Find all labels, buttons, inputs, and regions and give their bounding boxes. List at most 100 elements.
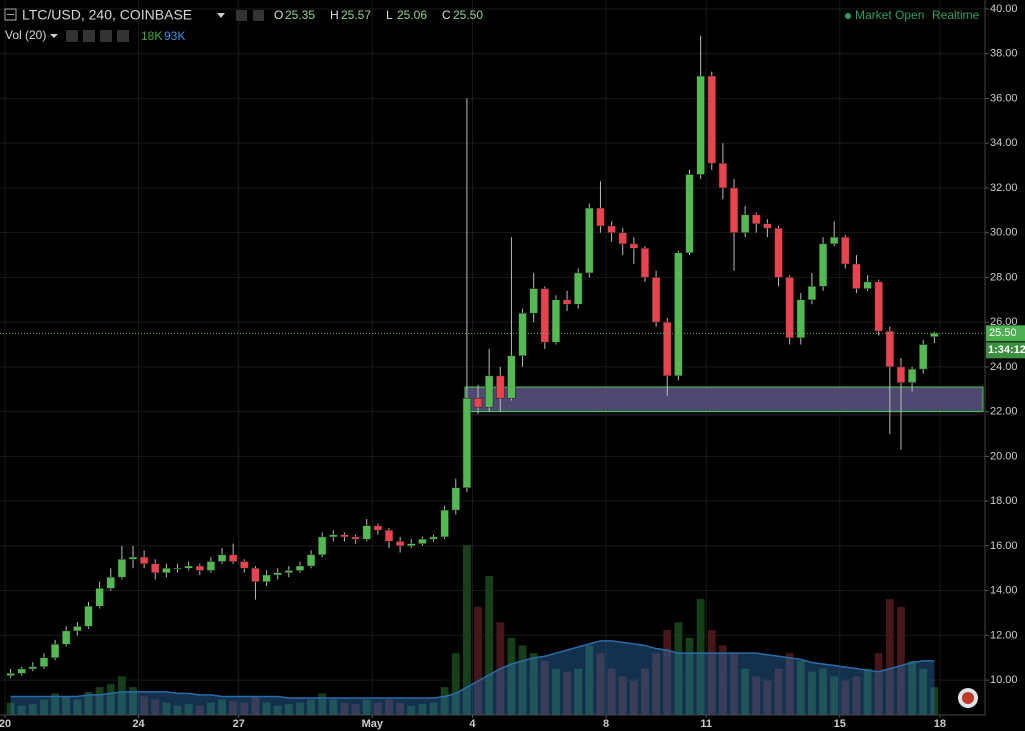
ohlc-value: 25.50 (453, 8, 483, 22)
study-icon[interactable] (100, 30, 112, 42)
x-tick-label: 27 (233, 718, 245, 730)
candle-body (362, 525, 371, 540)
volume-bar (385, 699, 393, 715)
price-badge (986, 325, 1025, 342)
candle-body (39, 657, 49, 667)
volume-bar (284, 704, 293, 715)
candle-body (818, 243, 828, 287)
candle-body (139, 556, 149, 565)
volume-bar (429, 702, 438, 715)
candle-body (395, 541, 405, 547)
candle-body (685, 174, 694, 254)
volume-bar (685, 637, 694, 715)
volume-bar (340, 702, 349, 715)
candle-body (217, 554, 227, 562)
volume-bar (296, 702, 304, 715)
symbol[interactable]: LTC/USD, 240, COINBASE (22, 7, 192, 23)
y-tick-label: 30.00 (990, 227, 1018, 239)
volume-bar (540, 660, 549, 715)
volume-bar (84, 691, 93, 715)
candle-body (919, 344, 928, 370)
candle-body (874, 281, 883, 332)
volume-bar (240, 702, 249, 715)
volume-bar (373, 702, 382, 715)
support-zone (464, 386, 984, 413)
y-tick-label: 26.00 (990, 316, 1018, 328)
candle-body (62, 630, 71, 645)
candle-body (318, 536, 327, 556)
candle-body (73, 626, 82, 632)
settings-icon[interactable] (236, 10, 247, 21)
candle-body (896, 366, 906, 383)
volume-bar (73, 699, 82, 715)
candle-body (251, 567, 260, 582)
y-tick-label: 20.00 (990, 450, 1018, 462)
volume-bar (830, 676, 839, 715)
candle-body (629, 243, 638, 249)
volume-bar (95, 687, 104, 715)
study-icon[interactable] (83, 30, 95, 42)
study-dropdown[interactable] (50, 34, 58, 38)
candle-body (373, 525, 383, 531)
symbol-dropdown[interactable] (217, 13, 225, 18)
volume-bar (730, 653, 738, 715)
candle-body (518, 312, 527, 356)
y-tick-label: 10.00 (990, 674, 1018, 686)
candle-body (796, 299, 805, 339)
candle-body (707, 75, 716, 164)
candle-body (507, 355, 516, 399)
price-pane (0, 35, 985, 678)
candle-body (28, 666, 37, 670)
candle-body (807, 286, 817, 301)
volume-bar (218, 699, 226, 715)
ohlc-value: 25.35 (285, 8, 315, 22)
candle-body (173, 567, 182, 570)
y-tick-label: 40.00 (990, 3, 1018, 15)
collapse-icon[interactable] (4, 8, 17, 21)
volume-bar (885, 599, 894, 715)
y-tick-label: 16.00 (990, 540, 1018, 552)
volume-bar (618, 676, 627, 715)
ohlc-value: 25.57 (341, 8, 371, 22)
candle-body (195, 565, 204, 571)
candle-body (262, 574, 271, 582)
volume-bar (229, 701, 238, 715)
study-icon[interactable] (117, 30, 129, 42)
candle-body (184, 565, 193, 569)
candle-body (907, 368, 917, 383)
volume-bar (251, 696, 260, 715)
ohlc-key: O (274, 8, 283, 22)
candle-body (785, 277, 794, 339)
volume-bar (474, 606, 482, 715)
volume-bar (17, 705, 26, 715)
volume-bar (351, 704, 360, 715)
price-badge-text: 25.50 (989, 327, 1017, 339)
axes: 10.00 12.00 14.00 16.00 18.00 20.00 22.00 24.00… (0, 3, 1025, 730)
volume-study-label[interactable]: Vol (20) (5, 28, 46, 42)
x-tick-label: 11 (700, 718, 712, 730)
candle-body (674, 252, 683, 377)
candle-body (240, 561, 249, 569)
candle-body (407, 543, 416, 547)
market-status: Market Open (855, 8, 924, 22)
x-tick-label: 8 (603, 718, 609, 730)
y-tick-label: 34.00 (990, 137, 1018, 149)
volume-bar (329, 699, 338, 715)
volume-pane (6, 545, 939, 715)
volume-bar (607, 668, 616, 715)
candle-body (663, 321, 672, 377)
volume-bar (841, 681, 850, 715)
y-tick-label: 24.00 (990, 361, 1018, 373)
y-tick-label: 12.00 (990, 629, 1018, 641)
candle-body (830, 236, 839, 245)
candle-body (574, 272, 583, 305)
volume-bar (663, 630, 672, 715)
volume-bar (919, 668, 928, 715)
study-icon[interactable] (66, 30, 78, 42)
volume-bar (529, 653, 538, 715)
volume-bar (563, 671, 571, 715)
settings-icon[interactable] (253, 10, 264, 21)
candle-body (284, 570, 293, 573)
ohlc-legend: O 25.35 H 25.57 L 25.06 C 25.50 (274, 8, 483, 22)
candle-body (151, 563, 160, 573)
